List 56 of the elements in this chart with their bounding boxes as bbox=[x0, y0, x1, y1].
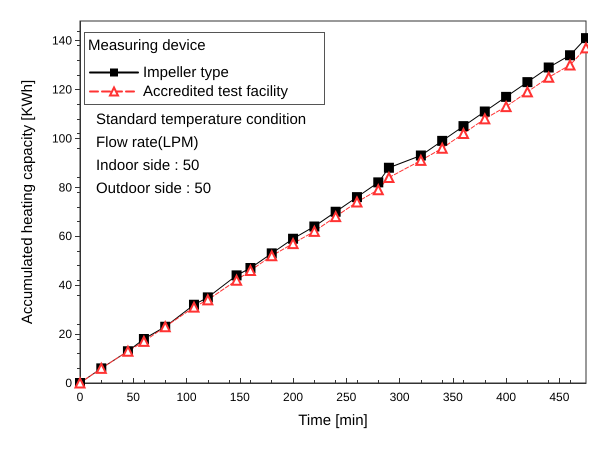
point bbox=[543, 72, 554, 83]
x-tick-label: 100 bbox=[176, 390, 197, 404]
x-tick-label: 50 bbox=[126, 390, 140, 404]
point bbox=[436, 142, 448, 154]
point bbox=[501, 92, 512, 102]
point bbox=[415, 154, 426, 166]
point bbox=[372, 184, 384, 196]
x-tick-label: 300 bbox=[390, 390, 410, 404]
y-tick-label: 20 bbox=[58, 327, 72, 342]
annotation: Outdoor side : 50 bbox=[96, 180, 212, 197]
legend-label: Impeller type bbox=[143, 64, 229, 81]
x-tick-label: 350 bbox=[442, 390, 464, 404]
point bbox=[188, 302, 200, 313]
annotation: Flow rate(LPM) bbox=[96, 134, 199, 151]
y-tick-label: 80 bbox=[58, 180, 72, 194]
x-tick-label: 0 bbox=[76, 390, 84, 404]
point bbox=[244, 264, 256, 276]
point bbox=[231, 274, 242, 286]
point bbox=[544, 62, 554, 72]
point bbox=[138, 336, 150, 347]
point bbox=[384, 162, 394, 173]
x-tick-label: 450 bbox=[549, 390, 570, 404]
point bbox=[564, 60, 576, 71]
point bbox=[522, 86, 533, 98]
point bbox=[480, 106, 490, 116]
point bbox=[383, 172, 394, 184]
point bbox=[373, 177, 384, 188]
legend-label: Accredited test facility bbox=[143, 83, 289, 100]
y-tick-label: 140 bbox=[52, 34, 72, 48]
point bbox=[500, 101, 512, 112]
point bbox=[565, 50, 576, 60]
annotation: Standard temperature condition bbox=[96, 111, 306, 128]
point bbox=[522, 77, 532, 88]
legend-title: Measuring device bbox=[88, 37, 206, 54]
y-tick-label: 120 bbox=[52, 82, 72, 96]
point bbox=[458, 121, 468, 132]
point bbox=[479, 113, 490, 124]
point bbox=[437, 136, 448, 146]
point bbox=[330, 211, 342, 222]
x-tick-label: 400 bbox=[496, 390, 516, 404]
point bbox=[266, 250, 278, 262]
point bbox=[351, 196, 362, 208]
point bbox=[458, 128, 469, 140]
point bbox=[202, 294, 214, 306]
y-tick-label: 60 bbox=[58, 229, 72, 244]
x-tick-label: 200 bbox=[283, 390, 304, 404]
x-tick-label: 150 bbox=[230, 390, 250, 404]
y-axis-title: Accumulated heating capacity [KWh] bbox=[19, 80, 36, 324]
y-tick-label: 100 bbox=[52, 131, 72, 146]
y-tick-label: 0 bbox=[65, 376, 72, 390]
x-axis-title: Time [min] bbox=[298, 412, 368, 429]
annotation: Indoor side : 50 bbox=[96, 157, 200, 174]
x-tick-label: 250 bbox=[336, 390, 357, 404]
point bbox=[308, 226, 320, 237]
point bbox=[288, 238, 299, 250]
y-tick-label: 40 bbox=[58, 278, 72, 292]
